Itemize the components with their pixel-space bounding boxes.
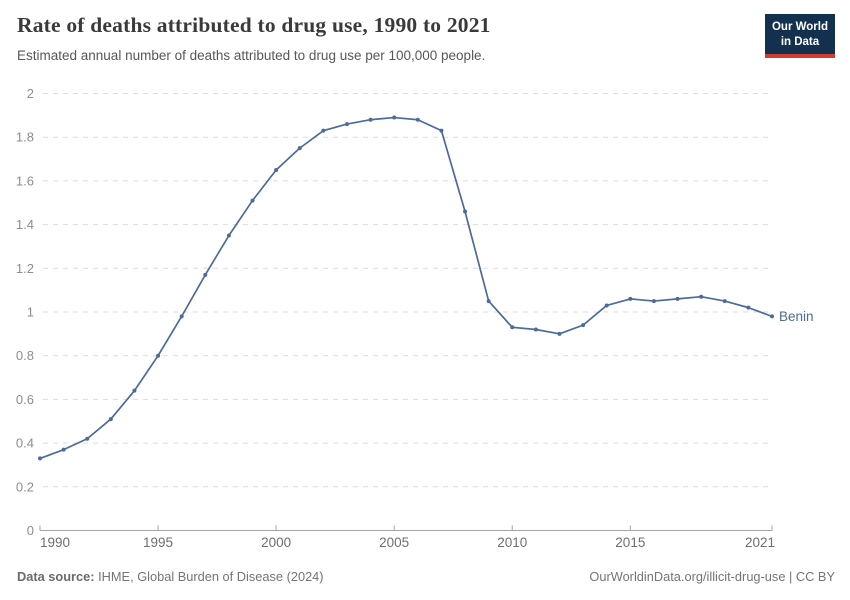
- data-point: [38, 456, 42, 461]
- data-point: [156, 353, 161, 358]
- y-axis-label: 2: [27, 86, 34, 101]
- data-point: [61, 447, 66, 452]
- data-point: [415, 117, 420, 122]
- data-point: [226, 233, 231, 238]
- data-point: [533, 327, 538, 332]
- data-source-label: Data source:: [17, 569, 95, 584]
- x-axis-label: 2000: [261, 535, 291, 550]
- chart-title: Rate of deaths attributed to drug use, 1…: [17, 13, 491, 37]
- data-point: [557, 331, 562, 336]
- data-point: [510, 325, 515, 330]
- chart-subtitle: Estimated annual number of deaths attrib…: [17, 48, 486, 63]
- data-point: [651, 299, 656, 304]
- data-point: [344, 122, 349, 127]
- data-point: [604, 303, 609, 308]
- data-point: [274, 167, 279, 172]
- data-point: [439, 128, 444, 133]
- data-point: [321, 128, 326, 133]
- series-label-benin: Benin: [779, 309, 814, 324]
- x-axis-label: 1995: [143, 535, 173, 550]
- x-axis-label: 1990: [40, 535, 70, 550]
- owid-logo-line2: in Data: [780, 35, 820, 48]
- y-axis-label: 1.2: [16, 261, 34, 276]
- x-axis-label: 2015: [615, 535, 645, 550]
- data-point: [203, 272, 208, 277]
- data-point: [250, 198, 255, 203]
- data-point: [770, 314, 774, 319]
- data-point: [132, 388, 137, 393]
- data-point: [297, 146, 302, 151]
- x-axis-label: 2021: [745, 535, 775, 550]
- data-point: [392, 115, 397, 120]
- y-axis-label: 0.6: [16, 392, 34, 407]
- owid-logo-line1: Our World: [771, 21, 828, 33]
- y-axis-label: 0.4: [16, 436, 34, 451]
- data-point: [486, 299, 491, 304]
- y-axis-label: 0: [27, 523, 34, 538]
- data-point: [85, 436, 90, 441]
- owid-logo: Our World in Data: [764, 14, 835, 58]
- data-point: [722, 299, 727, 304]
- data-point: [746, 305, 751, 310]
- data-line-benin: [39, 116, 773, 460]
- data-point: [628, 296, 633, 301]
- data-point: [581, 323, 586, 328]
- data-point: [368, 117, 373, 122]
- x-axis-label: 2005: [379, 535, 409, 550]
- y-axis-label: 0.2: [16, 479, 34, 494]
- y-axis-label: 1.4: [16, 217, 34, 232]
- y-axis-label: 1: [27, 305, 34, 320]
- y-axis-label: 1.6: [16, 173, 34, 188]
- data-point: [463, 209, 468, 214]
- chart-footer: Data source: IHME, Global Burden of Dise…: [17, 569, 835, 584]
- data-source-text: IHME, Global Burden of Disease (2024): [94, 569, 324, 584]
- data-point: [108, 417, 113, 422]
- data-point: [675, 296, 680, 301]
- data-point: [699, 294, 704, 299]
- x-axis-label: 2010: [497, 535, 527, 550]
- license-text: OurWorldinData.org/illicit-drug-use | CC…: [589, 569, 835, 584]
- data-point: [179, 314, 184, 319]
- y-axis-label: 1.8: [16, 130, 34, 145]
- y-axis-label: 0.8: [16, 348, 34, 363]
- data-source: Data source: IHME, Global Burden of Dise…: [17, 569, 324, 584]
